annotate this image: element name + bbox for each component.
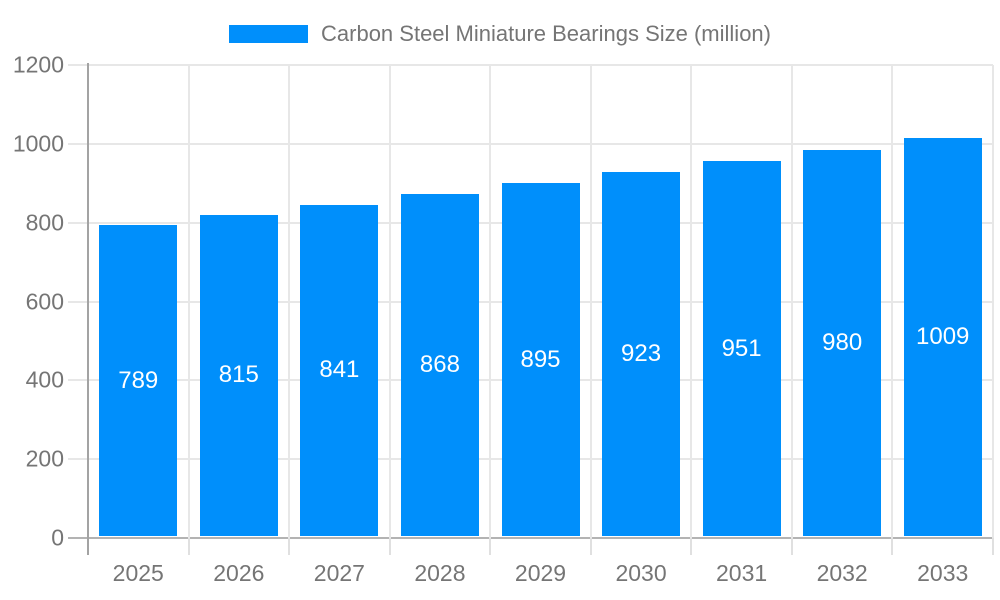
legend[interactable]: Carbon Steel Miniature Bearings Size (mi… <box>0 14 1000 54</box>
v-gridline <box>589 65 592 538</box>
bar-value-label: 980 <box>822 328 863 356</box>
x-axis-label: 2025 <box>112 560 164 586</box>
x-axis-tick <box>589 538 592 555</box>
v-gridline <box>489 65 492 538</box>
y-axis-label: 400 <box>25 366 64 393</box>
x-axis-label: 2026 <box>213 560 265 586</box>
y-axis-label: 0 <box>51 524 64 551</box>
bar-2028[interactable]: 868 <box>400 193 479 536</box>
v-gridline <box>790 65 793 538</box>
v-gridline <box>992 65 994 538</box>
v-gridline <box>891 65 894 538</box>
x-axis-tick <box>388 538 391 555</box>
bar-value-label: 815 <box>218 361 259 389</box>
plot-area: 789 815 841 868 895 923 951 980 1009 <box>68 63 994 555</box>
v-gridline <box>187 65 190 538</box>
x-axis-label: 2033 <box>917 560 969 586</box>
x-axis-baseline <box>68 537 993 539</box>
bar-2026[interactable]: 815 <box>199 214 278 536</box>
bar-value-label: 951 <box>721 334 762 362</box>
h-gridline <box>68 142 993 145</box>
bar-2030[interactable]: 923 <box>602 172 681 536</box>
x-axis-tick <box>690 538 693 555</box>
x-axis-label: 2029 <box>514 560 567 586</box>
bar-2029[interactable]: 895 <box>501 183 580 536</box>
x-axis-tick <box>187 538 190 555</box>
y-axis-label: 800 <box>25 209 64 236</box>
x-axis-tick <box>790 538 793 555</box>
bar-value-label: 789 <box>118 366 159 394</box>
legend-swatch-icon <box>229 25 309 43</box>
bar-value-label: 841 <box>319 356 360 384</box>
y-axis-line <box>87 63 89 555</box>
bar-2031[interactable]: 951 <box>702 161 781 536</box>
v-gridline <box>690 65 693 538</box>
y-axis-label: 200 <box>25 445 64 472</box>
y-axis-label: 1200 <box>12 51 64 78</box>
y-axis-label: 600 <box>25 288 64 314</box>
x-axis-tick <box>891 538 894 555</box>
bar-value-label: 923 <box>621 340 662 368</box>
x-axis-label: 2031 <box>716 560 768 586</box>
x-axis-tick <box>288 538 291 555</box>
bar-value-label: 1009 <box>916 323 970 351</box>
legend-label: Carbon Steel Miniature Bearings Size (mi… <box>321 21 771 46</box>
x-axis-tick <box>489 538 492 555</box>
x-axis-label: 2027 <box>313 560 365 586</box>
x-axis-label: 2032 <box>816 560 868 586</box>
x-axis-tick <box>992 538 994 555</box>
bar-value-label: 868 <box>419 350 460 378</box>
bar-value-label: 895 <box>520 345 561 373</box>
bar-2033[interactable]: 1009 <box>903 138 982 536</box>
x-axis-label: 2030 <box>615 560 667 586</box>
bar-2025[interactable]: 789 <box>99 225 178 536</box>
h-gridline <box>68 64 993 66</box>
v-gridline <box>288 65 291 538</box>
bar-2027[interactable]: 841 <box>300 204 379 536</box>
bar-2032[interactable]: 980 <box>803 149 882 536</box>
y-axis-label: 1000 <box>12 130 64 157</box>
x-axis-label: 2028 <box>414 560 466 586</box>
v-gridline <box>388 65 391 538</box>
